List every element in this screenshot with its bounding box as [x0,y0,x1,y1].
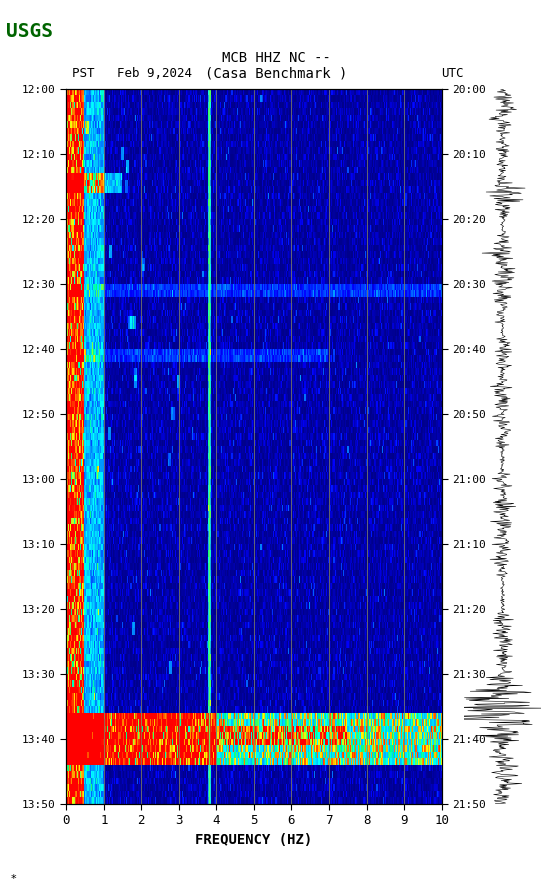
Text: USGS: USGS [6,22,52,41]
Text: MCB HHZ NC --: MCB HHZ NC -- [221,51,331,65]
Text: (Casa Benchmark ): (Casa Benchmark ) [205,66,347,80]
X-axis label: FREQUENCY (HZ): FREQUENCY (HZ) [195,832,312,847]
Text: UTC: UTC [442,67,464,79]
Text: PST   Feb 9,2024: PST Feb 9,2024 [72,67,192,79]
Text: *: * [11,874,17,884]
